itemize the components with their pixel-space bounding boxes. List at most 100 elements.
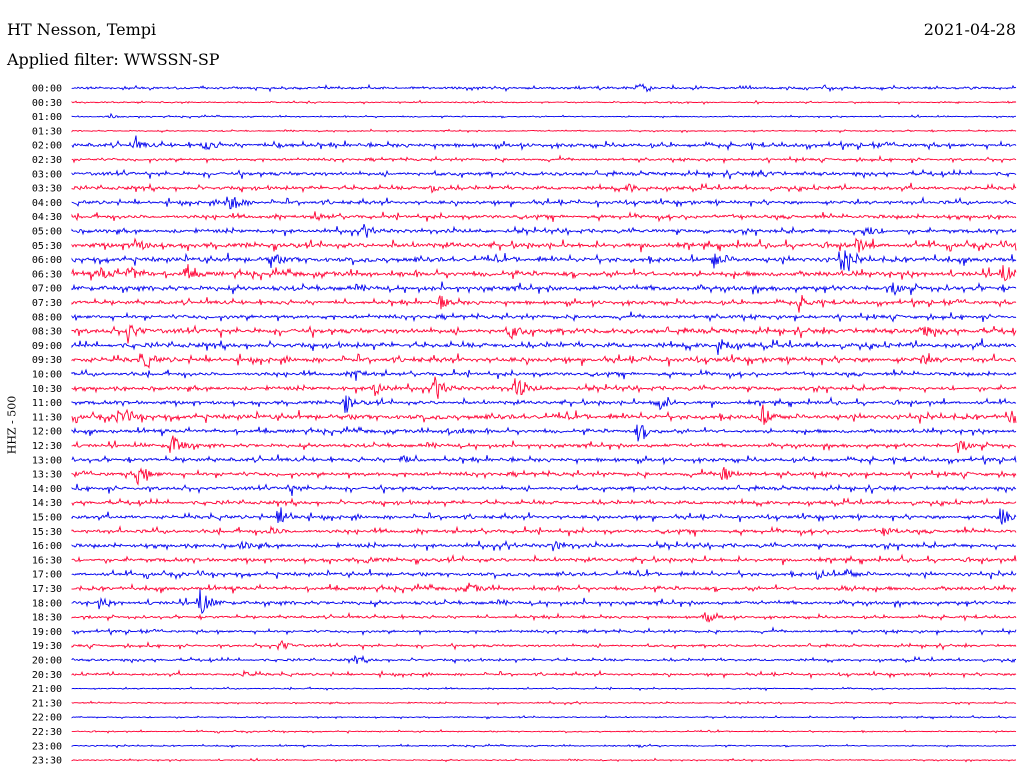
time-tick-label: 07:30 — [32, 298, 62, 309]
time-tick-label: 02:00 — [32, 141, 62, 152]
trace-0330 — [71, 182, 1017, 194]
trace-1930 — [71, 639, 1017, 652]
time-tick-label: 21:30 — [32, 698, 62, 709]
trace-1630 — [71, 553, 1017, 566]
time-tick-label: 21:00 — [32, 684, 62, 695]
trace-0830 — [71, 324, 1017, 344]
trace-1430 — [71, 497, 1017, 508]
time-tick-label: 20:30 — [32, 670, 62, 681]
time-tick-label: 17:30 — [32, 584, 62, 595]
time-tick-label: 03:00 — [32, 169, 62, 180]
trace-1830 — [71, 611, 1017, 623]
trace-0200 — [71, 135, 1017, 152]
trace-1500 — [71, 507, 1017, 525]
trace-0500 — [71, 223, 1017, 238]
trace-2030 — [71, 669, 1017, 680]
trace-1330 — [71, 466, 1017, 486]
time-tick-label: 08:30 — [32, 327, 62, 338]
trace-2200 — [71, 714, 1017, 720]
time-tick-label: 19:30 — [32, 641, 62, 652]
trace-1730 — [71, 582, 1017, 594]
time-tick-label: 13:30 — [32, 470, 62, 481]
time-tick-label: 16:30 — [32, 555, 62, 566]
date-label: 2021-04-28 — [923, 20, 1016, 39]
time-tick-label: 15:30 — [32, 527, 62, 538]
time-tick-label: 09:30 — [32, 355, 62, 366]
time-tick-label: 23:30 — [32, 756, 62, 767]
trace-2330 — [71, 757, 1017, 763]
time-tick-label: 11:30 — [32, 412, 62, 423]
time-tick-label: 23:00 — [32, 741, 62, 752]
trace-0300 — [71, 168, 1017, 180]
trace-1600 — [71, 539, 1017, 552]
trace-1000 — [71, 368, 1017, 381]
trace-1230 — [71, 435, 1017, 454]
trace-0630 — [71, 264, 1017, 282]
trace-0900 — [71, 338, 1017, 356]
time-tick-label: 06:00 — [32, 255, 62, 266]
time-tick-label: 10:00 — [32, 370, 62, 381]
time-tick-label: 13:00 — [32, 455, 62, 466]
trace-2130 — [71, 700, 1017, 706]
time-tick-label: 00:30 — [32, 98, 62, 109]
trace-0130 — [71, 128, 1017, 134]
time-tick-label: 14:30 — [32, 498, 62, 509]
trace-1200 — [71, 424, 1017, 442]
time-tick-label: 07:00 — [32, 284, 62, 295]
time-tick-label: 12:00 — [32, 427, 62, 438]
trace-1530 — [71, 525, 1017, 538]
trace-0000 — [71, 83, 1017, 93]
time-tick-label: 06:30 — [32, 269, 62, 280]
trace-0400 — [71, 196, 1016, 210]
time-tick-label: 18:30 — [32, 613, 62, 624]
time-tick-label: 15:00 — [32, 513, 62, 524]
time-tick-label: 02:30 — [32, 155, 62, 166]
time-tick-label: 08:00 — [32, 312, 62, 323]
trace-0230 — [71, 154, 1017, 165]
time-tick-label: 04:30 — [32, 212, 62, 223]
trace-2230 — [71, 728, 1017, 734]
trace-1030 — [71, 376, 1017, 399]
time-tick-label: 10:30 — [32, 384, 62, 395]
trace-0800 — [71, 311, 1017, 323]
trace-2300 — [71, 743, 1017, 749]
trace-0730 — [71, 295, 1017, 313]
trace-1900 — [71, 626, 1017, 637]
time-tick-label: 04:00 — [32, 198, 62, 209]
trace-0700 — [71, 281, 1017, 296]
station-title: HT Nesson, Tempi — [7, 20, 157, 39]
time-tick-label: 03:30 — [32, 184, 62, 195]
time-tick-label: 01:00 — [32, 112, 62, 123]
time-tick-label: 01:30 — [32, 126, 62, 137]
trace-1700 — [71, 568, 1017, 581]
trace-1300 — [71, 454, 1017, 466]
trace-0530 — [71, 237, 1017, 253]
trace-0030 — [71, 99, 1017, 106]
trace-0430 — [71, 211, 1017, 223]
time-tick-label: 12:30 — [32, 441, 62, 452]
trace-2100 — [71, 686, 1016, 692]
trace-1800 — [71, 589, 1017, 615]
time-tick-label: 18:00 — [32, 598, 62, 609]
trace-0600 — [71, 250, 1017, 272]
trace-0930 — [71, 353, 1017, 370]
time-tick-label: 17:00 — [32, 570, 62, 581]
time-tick-label: 16:00 — [32, 541, 62, 552]
time-tick-label: 19:00 — [32, 627, 62, 638]
time-tick-label: 20:00 — [32, 656, 62, 667]
time-tick-label: 22:30 — [32, 727, 62, 738]
time-tick-label: 00:00 — [32, 84, 62, 95]
trace-1130 — [71, 404, 1017, 425]
trace-1400 — [71, 483, 1017, 496]
trace-1100 — [71, 395, 1017, 413]
filter-label: Applied filter: WWSSN-SP — [7, 50, 220, 69]
time-tick-label: 09:00 — [32, 341, 62, 352]
trace-2000 — [71, 654, 1017, 665]
time-tick-label: 11:00 — [32, 398, 62, 409]
time-tick-label: 05:30 — [32, 241, 62, 252]
time-tick-label: 05:00 — [32, 227, 62, 238]
time-tick-label: 14:00 — [32, 484, 62, 495]
trace-0100 — [71, 112, 1016, 119]
time-tick-label: 22:00 — [32, 713, 62, 724]
